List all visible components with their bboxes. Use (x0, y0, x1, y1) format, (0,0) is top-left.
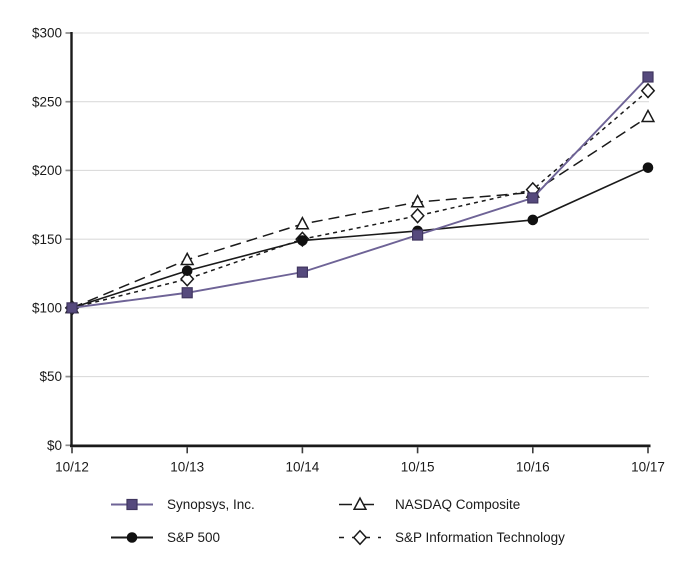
square-marker-icon (412, 229, 424, 241)
legend-marker-icon (111, 498, 153, 510)
legend-marker-icon (111, 531, 153, 543)
x-axis-tick-label: 10/12 (55, 459, 89, 474)
circle-marker-icon (527, 214, 539, 226)
square-marker-icon (181, 287, 193, 299)
square-marker-icon (642, 71, 654, 83)
legend-label: Synopsys, Inc. (167, 496, 255, 512)
legend-label: S&P 500 (167, 529, 221, 545)
legend-marker-icon (339, 496, 381, 510)
series-line-nasdaq-composite (71, 116, 649, 309)
y-axis-tick-label: $200 (32, 163, 62, 178)
legend-label: NASDAQ Composite (395, 496, 521, 512)
diamond-marker-icon (179, 271, 195, 287)
square-marker-icon (296, 266, 308, 278)
chart-legend: Synopsys, Inc. NASDAQ Composite S&P 500 … (110, 494, 565, 547)
performance-line-chart: $0 $50 $100 $150 $200 $250 $300 10/12 10/13 10/14… (32, 26, 665, 475)
circle-marker-icon (126, 531, 138, 543)
y-axis-tick-label: $250 (32, 94, 62, 109)
circle-marker-icon (642, 162, 654, 173)
series-synopsys-inc (66, 71, 654, 314)
y-axis-tick-label: $100 (32, 300, 62, 315)
diamond-marker-icon (352, 529, 368, 545)
triangle-marker-icon (180, 251, 195, 266)
triangle-marker-icon (640, 108, 656, 123)
legend-item-s-p-information-technology: S&P Information Technology (338, 527, 565, 547)
circle-marker-icon (297, 235, 308, 246)
series-nasdaq-composite (64, 108, 656, 314)
x-axis-tick-label: 10/16 (516, 459, 550, 474)
legend-marker-icon (339, 529, 381, 545)
x-axis-tick-label: 10/15 (401, 459, 435, 474)
x-axis-tick-label: 10/17 (631, 459, 665, 474)
legend-item-s-p-500: S&P 500 (110, 527, 338, 547)
square-marker-icon (527, 192, 539, 204)
circle-marker-icon (181, 265, 193, 277)
y-axis-tick-label: $300 (32, 26, 62, 41)
diamond-marker-icon (640, 82, 656, 99)
y-axis-tick-label: $0 (47, 438, 62, 453)
series-line-synopsys-inc (71, 76, 649, 309)
square-marker-icon (126, 498, 138, 510)
series-line-s-p-information-technology (71, 90, 649, 309)
y-axis-tick-label: $150 (32, 232, 62, 247)
x-axis-tick-label: 10/14 (286, 459, 320, 474)
triangle-marker-icon (295, 216, 310, 230)
diamond-marker-icon (410, 207, 425, 224)
y-axis-tick-label: $50 (39, 369, 62, 384)
x-axis-tick-label: 10/13 (170, 459, 204, 474)
legend-label: S&P Information Technology (395, 529, 565, 545)
square-marker-icon (66, 302, 78, 314)
legend-item-synopsys-inc: Synopsys, Inc. (110, 494, 338, 514)
series-s-p-500 (66, 162, 654, 314)
triangle-marker-icon (410, 194, 425, 208)
legend-item-nasdaq-composite: NASDAQ Composite (338, 494, 565, 514)
series-line-s-p-500 (71, 166, 649, 309)
series-s-p-information-technology (64, 82, 656, 316)
triangle-marker-icon (352, 496, 368, 510)
